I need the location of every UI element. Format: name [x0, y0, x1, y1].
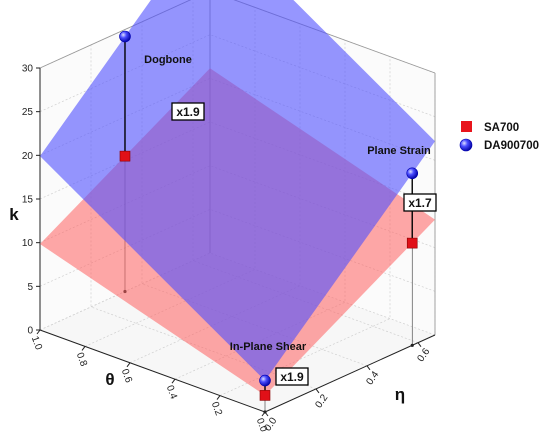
marker-da900700-dogbone: [119, 30, 131, 43]
theta-tick-label: 0.0: [254, 417, 269, 434]
k-tick-label: 10: [22, 238, 34, 249]
ratio-text-plane-strain: x1.7: [408, 196, 432, 210]
ratio-box-dogbone: [171, 102, 205, 121]
k-axis-label: k: [9, 205, 19, 224]
theta-tick-mark: [216, 395, 221, 400]
eta-axis-line: [264, 334, 436, 413]
floor-point-plane-strain: [410, 343, 414, 347]
eta-tick-mark: [315, 388, 320, 394]
legend-swatch-sa700: [461, 121, 472, 132]
eta-tick-label: 0.6: [415, 346, 432, 364]
theta-tick-label: 0.4: [164, 384, 179, 401]
theta-tick-label: 0.8: [74, 351, 89, 368]
theta-axis-label: θ: [105, 370, 114, 389]
marker-sa700-dogbone: [119, 150, 131, 162]
callout-label-plane-strain: Plane Strain: [367, 145, 431, 157]
callout-dogbone: Dogbone x1.9: [144, 54, 205, 121]
theta-tick-mark: [81, 346, 86, 351]
legend-label-sa700: SA700: [484, 122, 519, 134]
theta-tick-label: 0.6: [119, 368, 134, 385]
theta-tick-label: 1.0: [29, 335, 44, 352]
k-tick-label: 20: [22, 151, 34, 162]
legend-label-da900700: DA900700: [484, 140, 539, 152]
marker-da900700-plane-strain: [406, 167, 419, 180]
legend-swatch-da900700: [459, 138, 473, 152]
theta-tick-mark: [171, 378, 176, 384]
k-tick-label: 25: [22, 107, 34, 118]
plane-da900700: [40, 0, 435, 381]
k-tick-label: 0: [27, 326, 33, 337]
fitted-planes: [40, 0, 435, 396]
theta-tick-mark: [36, 329, 41, 335]
ratio-text-dogbone: x1.9: [176, 105, 200, 119]
ratio-box-plane-strain: [403, 193, 437, 212]
eta-tick-label: 0.2: [313, 392, 330, 410]
marker-sa700-in-plane-shear: [259, 390, 271, 401]
eta-tick-mark: [366, 365, 371, 371]
legend: SA700 DA900700: [459, 121, 539, 152]
data-markers: [119, 30, 419, 401]
callout-plane-strain: Plane Strain x1.7: [367, 145, 437, 212]
callout-in-plane-shear: In-Plane Shear x1.9: [230, 341, 309, 386]
eta-axis-label: η: [395, 385, 405, 404]
ratio-text-in-plane-shear: x1.9: [280, 370, 304, 384]
theta-tick-mark: [126, 362, 131, 368]
theta-tick-label: 0.2: [209, 400, 224, 417]
callout-label-dogbone: Dogbone: [144, 54, 192, 66]
marker-da900700-in-plane-shear: [259, 374, 271, 387]
k-tick-label: 30: [22, 64, 34, 75]
k-tick-label: 15: [22, 195, 34, 206]
marker-sa700-plane-strain: [406, 237, 418, 249]
k-tick-label: 5: [27, 282, 33, 293]
ratio-box-in-plane-shear: [275, 367, 309, 386]
eta-tick-mark: [417, 342, 422, 348]
callout-label-in-plane-shear: In-Plane Shear: [230, 341, 307, 353]
floor-point-in-plane-shear: [263, 410, 267, 414]
theta-axis-line: [39, 329, 266, 413]
eta-tick-label: 0.4: [364, 369, 381, 387]
